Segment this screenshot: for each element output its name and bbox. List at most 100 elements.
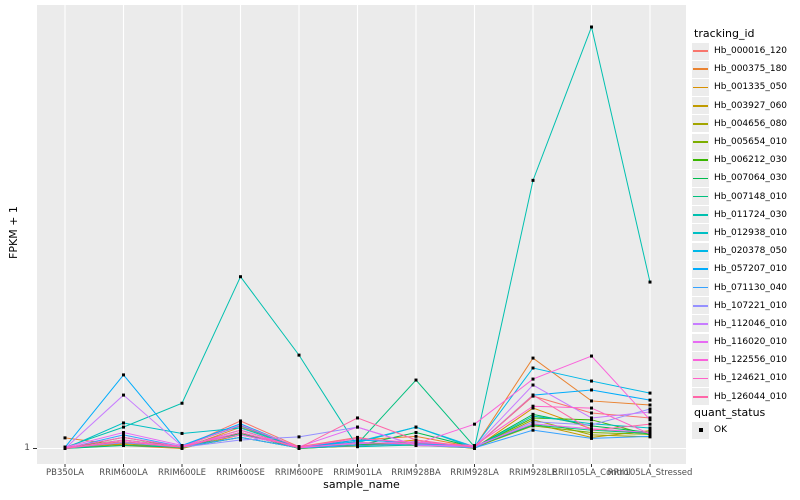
data-point-marker	[473, 445, 476, 449]
data-point-marker	[122, 421, 125, 425]
data-point-marker	[648, 398, 652, 402]
data-point-marker	[414, 441, 418, 445]
legend-line-icon	[693, 341, 708, 343]
data-point-marker	[239, 435, 242, 439]
data-point-marker	[590, 354, 593, 358]
legend-line-icon	[693, 141, 708, 143]
legend-item-label: Hb_007148_010	[714, 191, 788, 202]
data-point-marker	[122, 438, 125, 442]
legend-item-Hb_003927_060: Hb_003927_060	[692, 97, 798, 115]
x-tick-label: RRIM600LA	[99, 468, 148, 478]
quant-ok-label: OK	[714, 425, 727, 436]
data-point-marker	[648, 407, 652, 411]
legend-item-Hb_006212_030: Hb_006212_030	[692, 151, 798, 169]
legend-item-ok: OK	[692, 421, 798, 439]
x-tick-label: RRIM928BA	[391, 468, 441, 478]
x-tick-label: RRIM901LA	[333, 468, 382, 478]
data-point-marker	[180, 431, 184, 435]
data-point-marker	[648, 280, 652, 284]
quant-status-legend: quant_status OK	[692, 406, 798, 439]
data-point-marker	[531, 178, 535, 182]
data-point-marker	[356, 444, 359, 448]
legend-key-swatch	[692, 369, 709, 387]
legend-line-icon	[693, 395, 708, 398]
data-point-marker	[590, 406, 593, 410]
legend-line-icon	[693, 195, 708, 198]
legend-line-icon	[693, 304, 708, 307]
y-axis-title-text: FPKM + 1	[6, 205, 20, 259]
data-point-marker	[590, 411, 593, 415]
legend-item-Hb_071130_040: Hb_071130_040	[692, 278, 798, 297]
legend-key-swatch	[692, 333, 709, 351]
data-point-marker	[122, 444, 125, 448]
data-point-marker	[239, 426, 242, 430]
legend-item-Hb_011724_030: Hb_011724_030	[692, 206, 798, 224]
legend-item-Hb_124621_010: Hb_124621_010	[692, 369, 798, 387]
legend-key-swatch	[692, 151, 709, 169]
legend-key-swatch	[692, 279, 709, 297]
data-point-marker	[531, 404, 535, 408]
legend-line-icon	[693, 177, 708, 180]
legend-item-label: Hb_006212_030	[714, 155, 788, 166]
data-point-marker	[531, 422, 535, 426]
data-point-marker	[180, 401, 184, 405]
data-point-marker	[414, 425, 418, 429]
data-point-marker	[239, 430, 242, 434]
data-point-marker	[531, 418, 535, 422]
legend-line-icon	[693, 68, 708, 71]
data-point-marker	[473, 444, 476, 448]
data-point-marker	[648, 429, 652, 433]
data-point-marker	[63, 447, 67, 450]
tracking-id-legend: tracking_id Hb_000016_120 Hb_000375_180 Hb…	[692, 27, 798, 406]
legend-item-label: Hb_057207_010	[714, 264, 788, 275]
legend-key-swatch	[692, 388, 709, 406]
data-point-marker	[414, 378, 418, 382]
x-tick-label: PB350LA	[46, 468, 84, 478]
data-point-marker	[297, 446, 301, 450]
legend-item-Hb_112046_010: Hb_112046_010	[692, 315, 798, 333]
legend-item-Hb_000375_180: Hb_000375_180	[692, 60, 798, 78]
legend-item-Hb_057207_010: Hb_057207_010	[692, 260, 798, 278]
legend-key-swatch	[692, 297, 709, 315]
data-point-marker	[239, 433, 242, 437]
data-point-marker	[648, 416, 652, 420]
data-point-marker	[473, 422, 476, 426]
tracking-legend-title: tracking_id	[694, 27, 755, 40]
legend-item-label: Hb_116020_010	[714, 337, 788, 348]
legend-line-icon	[693, 122, 708, 125]
x-tick-label: RRII105LA_Control	[552, 468, 631, 478]
data-point-marker	[356, 425, 359, 429]
data-point-marker	[297, 353, 301, 357]
legend-item-label: Hb_004656_080	[714, 118, 788, 129]
legend-item-Hb_126044_010: Hb_126044_010	[692, 388, 798, 406]
legend-line-icon	[693, 104, 708, 107]
legend-item-Hb_007064_030: Hb_007064_030	[692, 169, 798, 187]
legend-key-swatch	[692, 42, 709, 60]
x-tick-label: RRIM600LE	[158, 468, 206, 478]
data-point-marker	[590, 399, 593, 403]
legend-line-icon	[693, 377, 708, 380]
data-point-marker	[531, 356, 535, 360]
legend-line-icon	[693, 213, 708, 216]
legend-item-Hb_122556_010: Hb_122556_010	[692, 351, 798, 369]
x-axis-title: sample_name	[323, 478, 400, 491]
data-point-marker	[648, 391, 652, 395]
legend-item-label: Hb_000016_120	[714, 46, 788, 57]
legend-item-label: Hb_071130_040	[714, 282, 788, 293]
data-point-marker	[648, 418, 652, 422]
data-point-marker	[531, 412, 535, 416]
legend-item-Hb_004656_080: Hb_004656_080	[692, 115, 798, 133]
data-point-marker	[590, 433, 593, 437]
data-point-marker	[648, 422, 652, 426]
data-point-marker	[356, 436, 359, 440]
data-point-marker	[648, 410, 652, 414]
data-point-marker	[414, 434, 418, 438]
data-point-marker	[590, 379, 593, 383]
data-point-marker	[531, 377, 535, 381]
data-point-marker	[590, 25, 593, 29]
legend-item-Hb_000016_120: Hb_000016_120	[692, 42, 798, 60]
legend-item-label: Hb_112046_010	[714, 318, 788, 329]
data-point-marker	[239, 419, 242, 423]
data-point-marker	[648, 432, 652, 436]
